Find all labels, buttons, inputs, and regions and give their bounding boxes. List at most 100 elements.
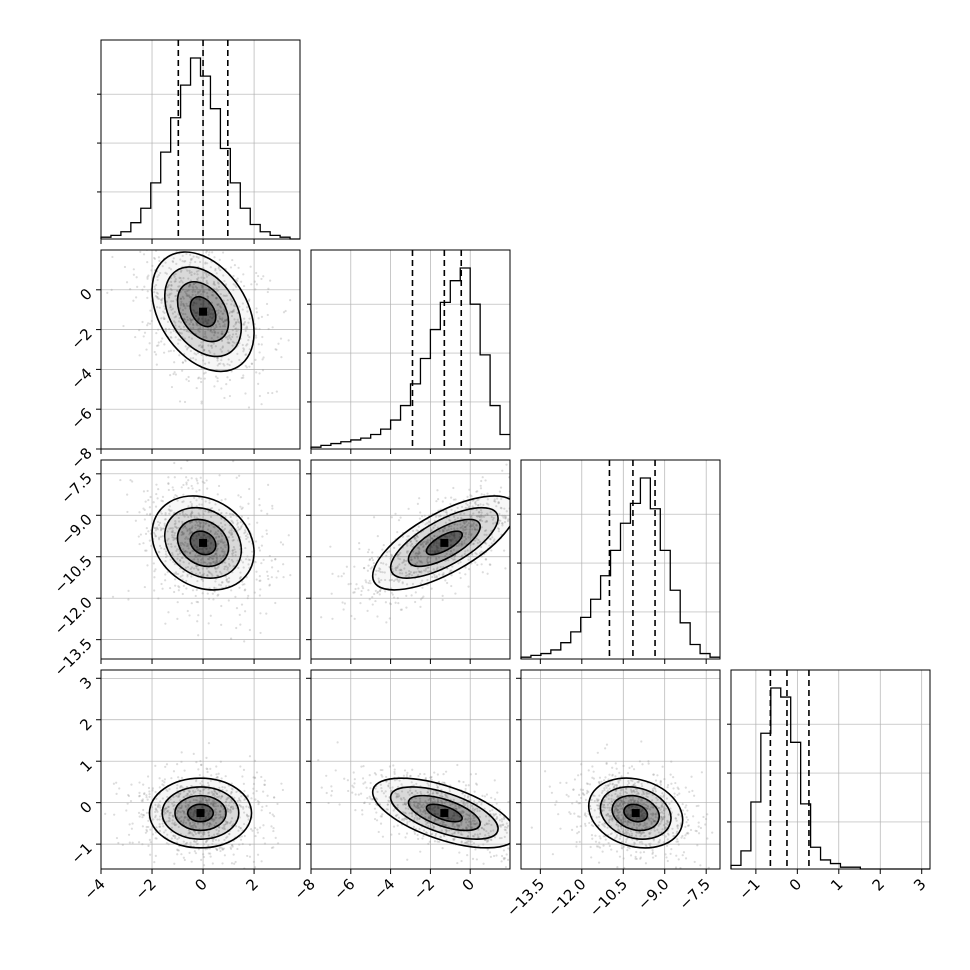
scatter-point	[151, 264, 154, 267]
scatter-point	[163, 351, 166, 354]
scatter-point	[302, 400, 304, 402]
scatter-point	[224, 498, 227, 501]
scatter-point	[229, 809, 232, 812]
scatter-point	[195, 567, 198, 570]
scatter-point	[212, 793, 215, 796]
scatter-point	[485, 502, 489, 505]
scatter-point	[179, 559, 182, 562]
scatter-point	[140, 799, 143, 802]
scatter-point	[409, 540, 412, 543]
scatter-point	[156, 806, 160, 809]
scatter-point	[432, 825, 435, 828]
scatter-point	[187, 285, 191, 288]
scatter-point	[190, 484, 193, 488]
scatter-point	[193, 558, 196, 561]
scatter-point	[220, 387, 223, 390]
scatter-point	[633, 800, 636, 804]
scatter-point	[236, 847, 239, 851]
scatter-point	[168, 240, 170, 242]
scatter-point	[176, 553, 180, 556]
scatter-point	[434, 834, 437, 837]
scatter-point	[453, 838, 456, 841]
scatter-point	[144, 831, 147, 834]
scatter-point	[464, 526, 467, 529]
scatter-point	[467, 795, 470, 798]
scatter-point	[460, 555, 463, 558]
scatter-point	[423, 569, 426, 572]
scatter-point	[239, 505, 242, 508]
scatter-point	[435, 500, 438, 503]
scatter-point	[467, 522, 470, 525]
scatter-point	[223, 544, 226, 547]
scatter-point	[453, 555, 456, 558]
scatter-point	[239, 799, 242, 803]
scatter-point	[511, 836, 513, 838]
scatter-point	[227, 599, 230, 602]
scatter-point	[174, 272, 177, 276]
scatter-point	[643, 835, 646, 838]
scatter-point	[368, 802, 371, 806]
scatter-point	[212, 803, 215, 806]
scatter-point	[408, 569, 411, 573]
scatter-point	[230, 787, 233, 790]
scatter-point	[503, 514, 506, 518]
scatter-point	[228, 334, 231, 337]
scatter-point	[431, 575, 434, 579]
scatter-point	[223, 838, 226, 842]
scatter-point	[378, 593, 381, 596]
scatter-point	[406, 821, 409, 824]
scatter-point	[195, 323, 198, 327]
scatter-point	[200, 341, 203, 344]
scatter-point	[273, 796, 276, 799]
scatter-point	[187, 804, 191, 807]
scatter-point	[490, 542, 493, 545]
scatter-point	[180, 486, 183, 489]
scatter-point	[360, 589, 363, 593]
scatter-point	[206, 557, 210, 561]
scatter-point	[490, 529, 493, 533]
scatter-point	[146, 798, 149, 801]
scatter-point	[151, 787, 154, 790]
scatter-point	[426, 556, 429, 559]
scatter-point	[464, 787, 467, 791]
scatter-point	[436, 549, 439, 553]
scatter-point	[223, 325, 226, 328]
scatter-point	[377, 569, 380, 572]
scatter-point	[213, 809, 216, 812]
scatter-point	[139, 250, 142, 253]
scatter-point	[210, 774, 213, 777]
scatter-point	[163, 807, 166, 810]
x-tick-label: −4	[80, 875, 108, 903]
scatter-point	[428, 793, 431, 796]
scatter-point	[580, 763, 583, 766]
scatter-point	[453, 523, 456, 526]
scatter-point	[196, 482, 199, 485]
scatter-point	[445, 829, 448, 833]
scatter-point	[182, 514, 185, 517]
scatter-point	[203, 561, 206, 564]
scatter-point	[349, 582, 352, 585]
scatter-point	[359, 792, 363, 795]
scatter-point	[467, 825, 470, 828]
scatter-point	[214, 537, 217, 540]
scatter-point	[195, 760, 198, 764]
scatter-point	[170, 283, 173, 287]
scatter-point	[231, 335, 234, 339]
scatter-point	[470, 823, 473, 826]
scatter-point	[478, 515, 482, 519]
scatter-point	[174, 494, 177, 497]
scatter-point	[402, 803, 405, 806]
scatter-point	[244, 534, 248, 538]
scatter-point	[390, 591, 393, 594]
scatter-point	[229, 806, 233, 809]
scatter-point	[205, 250, 208, 253]
scatter-point	[184, 550, 187, 553]
scatter-point	[342, 608, 345, 611]
scatter-point	[203, 290, 206, 294]
scatter-point	[205, 840, 208, 843]
scatter-point	[195, 477, 198, 480]
scatter-point	[474, 503, 478, 506]
scatter-point	[386, 551, 389, 554]
scatter-point	[486, 848, 489, 851]
scatter-point	[374, 787, 377, 790]
